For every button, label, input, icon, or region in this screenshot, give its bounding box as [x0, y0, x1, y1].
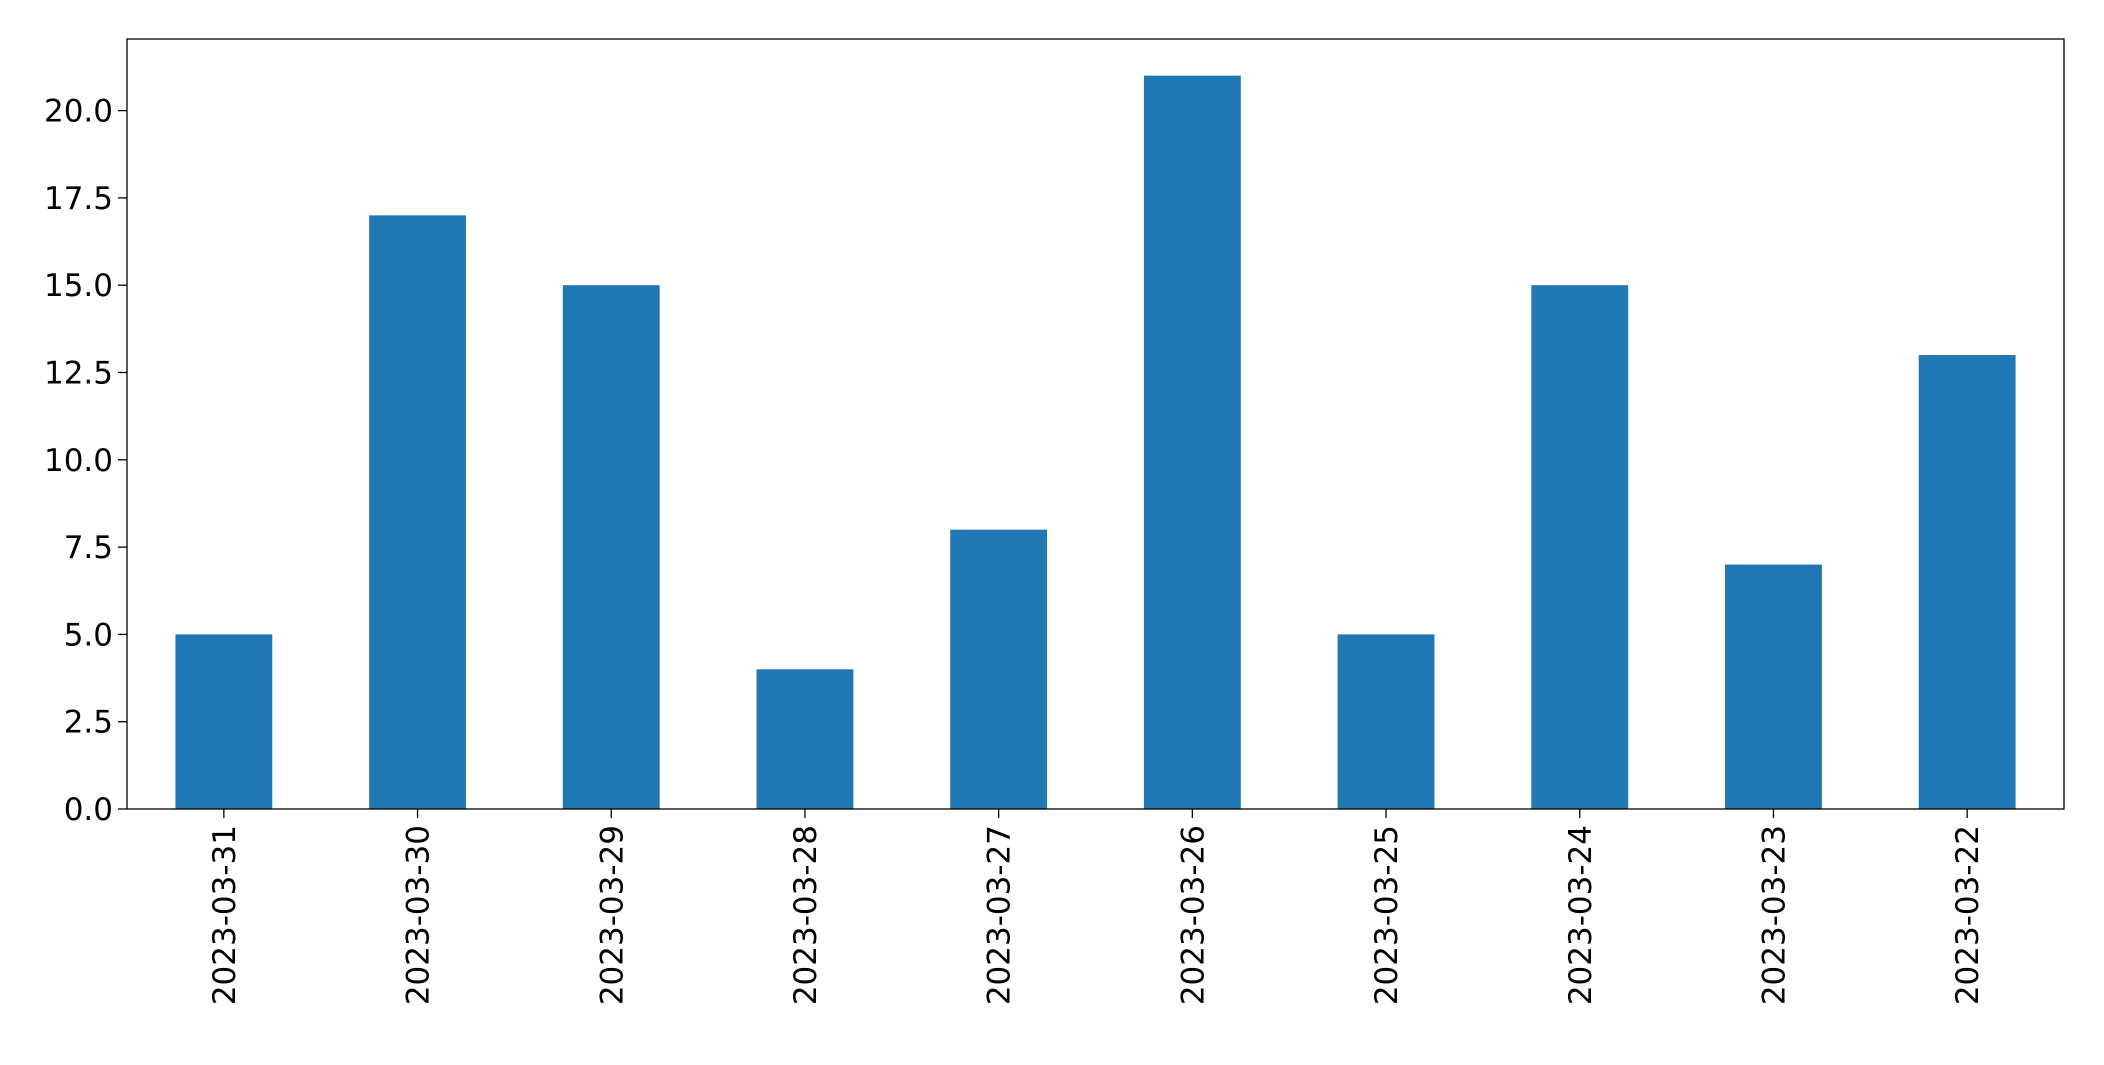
- x-tick-label: 2023-03-24: [1563, 825, 1599, 1005]
- x-tick-label: 2023-03-27: [982, 825, 1018, 1005]
- x-tick-label: 2023-03-29: [594, 825, 630, 1005]
- plot-frame: [126, 38, 2065, 810]
- bar: [1918, 355, 2016, 809]
- y-tick-label: 0.0: [64, 792, 113, 828]
- bar: [950, 529, 1048, 809]
- bar: [562, 285, 660, 809]
- y-tick-label: 17.5: [44, 181, 113, 217]
- x-tick-label: 2023-03-22: [1950, 825, 1986, 1005]
- y-tick-label: 2.5: [64, 705, 113, 741]
- bar: [369, 215, 466, 809]
- x-tick-label: 2023-03-23: [1756, 825, 1792, 1005]
- y-tick-label: 7.5: [64, 530, 113, 566]
- x-tick-label: 2023-03-31: [207, 825, 243, 1005]
- bar: [756, 669, 854, 809]
- x-tick-label: 2023-03-30: [401, 825, 437, 1005]
- bar: [1531, 285, 1629, 809]
- bar: [1725, 564, 1822, 809]
- bar: [175, 634, 273, 809]
- x-tick-label: 2023-03-28: [788, 825, 824, 1005]
- bar: [1143, 75, 1241, 809]
- y-tick-label: 20.0: [44, 94, 113, 130]
- y-tick-label: 10.0: [44, 443, 113, 479]
- y-tick-label: 12.5: [44, 355, 113, 391]
- x-tick-label: 2023-03-25: [1369, 825, 1405, 1005]
- y-tick-label: 5.0: [64, 617, 113, 653]
- y-tick-label: 15.0: [44, 268, 113, 304]
- bar: [1337, 634, 1435, 809]
- x-tick-label: 2023-03-26: [1175, 825, 1211, 1005]
